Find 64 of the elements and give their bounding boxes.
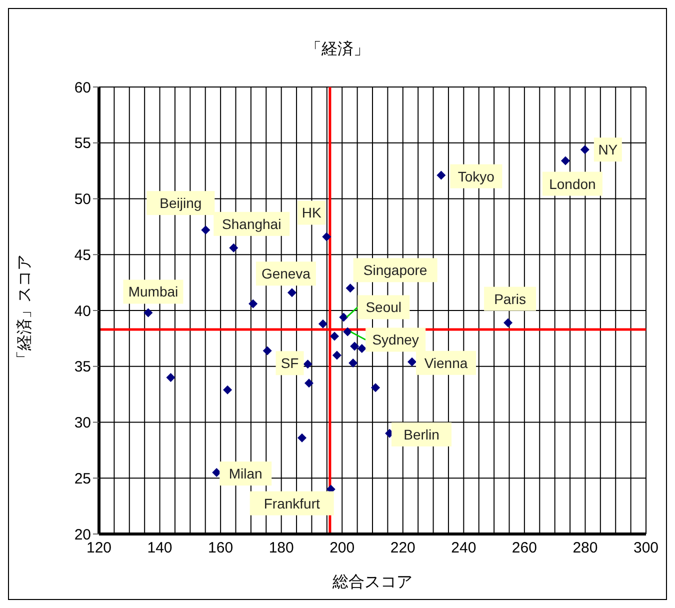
- y-axis-title: 「経済」スコア: [16, 254, 34, 366]
- annotation: Geneva: [261, 266, 311, 282]
- annotation: Frankfurt: [264, 495, 320, 512]
- annotation: NY: [598, 142, 618, 158]
- point: [144, 308, 153, 318]
- point: [248, 299, 258, 308]
- point: [322, 232, 332, 242]
- point: [408, 357, 417, 366]
- x-tick-label: 160: [208, 540, 234, 557]
- annotation: Vienna: [424, 354, 468, 371]
- annotation: Tokyo: [458, 168, 495, 184]
- point: [298, 433, 306, 442]
- x-axis-title: 総合スコア: [332, 573, 412, 591]
- x-tick-label: 220: [390, 540, 416, 557]
- x-tick-label: 180: [268, 540, 294, 557]
- point: [229, 243, 238, 252]
- annotation: Seoul: [366, 299, 402, 316]
- annotation: Berlin: [404, 426, 440, 442]
- annotation: HK: [302, 204, 322, 221]
- x-tick-label: 240: [451, 540, 476, 557]
- x-tick-label: 260: [512, 540, 537, 557]
- point: [350, 342, 360, 351]
- point: [223, 385, 232, 394]
- annotation: London: [549, 176, 596, 192]
- chart-title: 「経済」: [304, 40, 370, 60]
- annotation: Sydney: [372, 332, 419, 348]
- annotation: Shanghai: [222, 216, 282, 232]
- y-tick-label: 55: [74, 135, 91, 152]
- point: [504, 318, 513, 328]
- point: [436, 170, 446, 180]
- x-tick-label: 140: [147, 540, 172, 557]
- y-tick-label: 40: [74, 302, 91, 320]
- point: [287, 288, 296, 298]
- point: [201, 226, 210, 235]
- y-tick-label: 30: [74, 414, 91, 432]
- point: [304, 378, 314, 388]
- annotation: Singapore: [363, 262, 428, 278]
- point: [346, 284, 355, 293]
- y-tick-label: 45: [74, 246, 91, 264]
- x-tick-label: 300: [633, 540, 659, 557]
- y-tick-label: 50: [74, 191, 91, 208]
- point: [166, 373, 176, 382]
- annotation: Milan: [228, 466, 262, 482]
- point: [348, 358, 358, 368]
- point: [343, 327, 352, 336]
- annotation: Paris: [494, 290, 526, 307]
- y-tick-label: 35: [74, 358, 91, 376]
- point: [330, 332, 340, 341]
- x-tick-label: 280: [572, 540, 598, 557]
- annotation: Beijing: [160, 195, 202, 212]
- y-tick-label: 60: [74, 79, 91, 96]
- y-tick-label: 25: [74, 470, 91, 488]
- point: [357, 344, 366, 353]
- point: [560, 156, 570, 166]
- annotation: SF: [280, 355, 299, 372]
- point: [318, 319, 328, 328]
- annotation: Mumbai: [128, 284, 178, 300]
- point: [332, 350, 342, 360]
- point: [262, 346, 272, 356]
- point: [371, 383, 380, 392]
- point: [303, 360, 312, 369]
- point: [580, 145, 590, 154]
- x-tick-label: 200: [330, 540, 355, 557]
- point: [339, 312, 348, 322]
